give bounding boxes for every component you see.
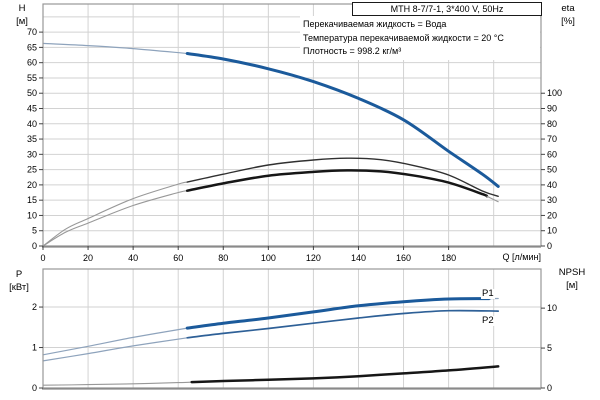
- npsh-thin-segment: [42, 381, 193, 386]
- x-tick-label: 160: [396, 253, 411, 263]
- x-tick-label: 120: [306, 253, 321, 263]
- y-left-tick-label: 0: [32, 383, 37, 393]
- y-left-tick-label: 20: [27, 180, 37, 190]
- npsh-thick-segment: [190, 365, 500, 384]
- info-line-fluid: Перекачиваемая жидкость = Вода: [303, 19, 447, 29]
- x-tick-label: 60: [173, 253, 183, 263]
- y-left-tick-label: 35: [27, 134, 37, 144]
- y-left-tick-label: 10: [27, 210, 37, 220]
- power-p2-thin-segment: [42, 337, 188, 362]
- x-tick-label: 100: [261, 253, 276, 263]
- top-left-axis-title: H [м]: [8, 2, 36, 28]
- axis-unit: [м]: [16, 16, 28, 27]
- axis-quantity: H: [18, 3, 26, 14]
- y-right-tick-label: 50: [547, 165, 557, 175]
- axis-quantity: P: [15, 269, 23, 280]
- y-right-tick-label: 5: [547, 343, 552, 353]
- y-left-tick-label: 65: [27, 42, 37, 52]
- x-axis-title: Q [л/мин]: [502, 252, 541, 262]
- power-p2-thick-segment: [186, 309, 500, 339]
- p2-curve-label: P2: [481, 315, 495, 326]
- p1-curve-label: P1: [481, 288, 495, 299]
- x-tick-label: 20: [83, 253, 93, 263]
- pump-model-title: MTH 8-7/7-1, 3*400 V, 50Hz: [352, 2, 542, 16]
- efficiency-pump-motor-thin-segment: [42, 190, 188, 247]
- efficiency-pump-motor-thin-segment: [486, 195, 499, 203]
- axis-unit: [кВт]: [9, 282, 29, 293]
- bottom-right-axis-title: NPSH [м]: [550, 266, 594, 292]
- x-tick-label: 0: [40, 253, 45, 263]
- efficiency-pump-thick-segment: [186, 157, 499, 197]
- axis-quantity: NPSH: [558, 267, 586, 278]
- axis-quantity: eta: [561, 3, 575, 14]
- y-right-tick-label: 30: [547, 195, 557, 205]
- y-left-tick-label: 30: [27, 149, 37, 159]
- bottom-chart: 0 1 2 0 5 10: [32, 268, 557, 393]
- y-right-tick-label: 0: [547, 241, 552, 251]
- y-left-tick-label: 45: [27, 104, 37, 114]
- axis-unit: [м]: [566, 280, 578, 291]
- y-left-tick-label: 70: [27, 27, 37, 37]
- info-line-density: Плотность = 998.2 кг/м³: [303, 46, 402, 56]
- axis-unit: [%]: [561, 16, 575, 27]
- y-right-tick-label: 60: [547, 149, 557, 159]
- y-right-tick-label: 90: [547, 104, 557, 114]
- y-right-tick-label: 70: [547, 134, 557, 144]
- x-tick-label: 140: [351, 253, 366, 263]
- y-left-tick-label: 60: [27, 58, 37, 68]
- y-right-tick-label: 10: [547, 303, 557, 313]
- efficiency-pump-thin-segment: [42, 181, 188, 247]
- fluid-info-block: Перекачиваемая жидкость = Вода Температу…: [303, 18, 508, 60]
- y-right-tick-label: 10: [547, 226, 557, 236]
- y-left-tick-label: 55: [27, 73, 37, 83]
- x-tick-label: 80: [218, 253, 228, 263]
- top-right-axis-title: eta [%]: [552, 2, 584, 28]
- y-left-tick-label: 50: [27, 88, 37, 98]
- y-right-tick-label: 20: [547, 210, 557, 220]
- y-right-tick-label: 0: [547, 383, 552, 393]
- y-right-tick-label: 40: [547, 180, 557, 190]
- info-line-temperature: Температура перекачиваемой жидкости = 20…: [303, 32, 504, 43]
- y-left-tick-label: 1: [32, 343, 37, 353]
- y-left-tick-label: 25: [27, 165, 37, 175]
- bottom-left-axis-title: P [кВт]: [4, 268, 34, 294]
- x-tick-label: 180: [441, 253, 456, 263]
- y-right-tick-label: 80: [547, 119, 557, 129]
- y-left-tick-label: 40: [27, 119, 37, 129]
- head-curve-thin-segment: [42, 42, 188, 55]
- power-p1-thin-segment: [42, 327, 188, 356]
- y-left-tick-label: 2: [32, 302, 37, 312]
- y-left-tick-label: 0: [32, 241, 37, 251]
- efficiency-pump-motor-thick-segment: [185, 169, 489, 198]
- x-tick-label: 40: [128, 253, 138, 263]
- y-left-tick-label: 5: [32, 226, 37, 236]
- power-p1-thick-segment: [185, 297, 491, 330]
- y-left-tick-label: 15: [27, 195, 37, 205]
- y-right-tick-label: 100: [547, 88, 562, 98]
- head-curve-thick-segment: [185, 52, 500, 188]
